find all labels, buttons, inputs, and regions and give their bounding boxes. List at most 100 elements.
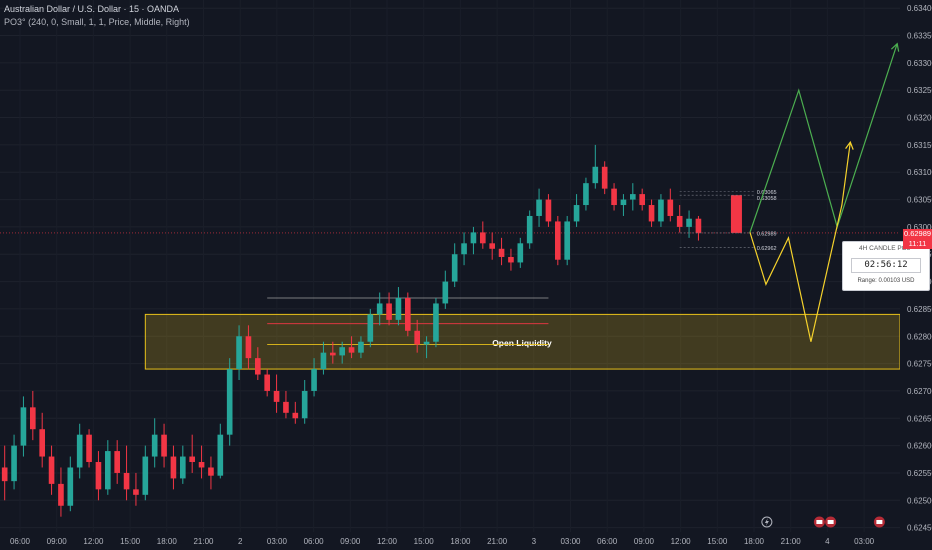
candle-body: [189, 456, 195, 463]
candle-body: [592, 166, 599, 184]
candle-body: [564, 221, 570, 260]
candle-body: [658, 199, 664, 222]
candle-body: [226, 369, 233, 435]
time-tick-label: 21:00: [781, 537, 802, 546]
time-tick-label: 12:00: [671, 537, 692, 546]
green-projection-path: [749, 43, 898, 233]
po3-level-label: 0.63065: [757, 190, 777, 196]
candle-body: [123, 472, 130, 490]
candle-body: [236, 336, 242, 370]
candle-body: [1, 467, 8, 482]
candle-body: [676, 215, 683, 227]
time-tick-label: 18:00: [450, 537, 471, 546]
candle-body: [348, 347, 355, 353]
candle-countdown: 11:11: [908, 239, 927, 248]
candle-body: [283, 401, 289, 413]
candle-body: [105, 451, 111, 490]
candle-body: [601, 166, 608, 189]
candle-body: [330, 352, 336, 356]
candle-body: [405, 297, 411, 331]
candle-body: [151, 434, 158, 457]
projection-paths[interactable]: [749, 42, 900, 342]
candle-body: [423, 341, 430, 345]
time-tick-label: 15:00: [120, 537, 141, 546]
flag-icon[interactable]: [825, 516, 837, 528]
panel-timer: 02:56:12: [851, 258, 921, 273]
time-tick-label: 15:00: [414, 537, 435, 546]
time-axis[interactable]: 06:00 09:00 12:00 15:00 18:00 21:00 2 03:00 06:0…: [0, 532, 932, 550]
time-tick-label: 09:00: [340, 537, 361, 546]
time-tick-label: 03:00: [267, 537, 288, 546]
candle-body: [630, 194, 636, 200]
candle-body: [30, 407, 36, 430]
flag-icon-flag: [827, 520, 834, 524]
time-tick-label: 18:00: [157, 537, 178, 546]
flag-icon-flag: [816, 520, 823, 524]
candle-body: [414, 330, 420, 345]
candle-body: [11, 445, 17, 482]
candle-body: [292, 412, 299, 419]
candle-body: [170, 456, 177, 479]
candle-body: [461, 243, 467, 255]
candle-body: [208, 467, 214, 476]
po3-info-panel[interactable]: 4H CANDLE PO3° 02:56:12 Range: 0.00103 U…: [842, 241, 930, 291]
candle-body: [545, 199, 552, 222]
time-tick-label: 21:00: [193, 537, 214, 546]
candle-body: [367, 314, 374, 342]
flag-icon-flag: [876, 520, 883, 524]
grid-lines: [0, 7, 900, 529]
candle-body: [161, 434, 167, 457]
time-tick-label: 12:00: [83, 537, 104, 546]
candle-body: [376, 303, 383, 315]
candle-body: [395, 297, 402, 320]
candle-body: [20, 407, 27, 446]
candle-body: [433, 303, 439, 342]
candle-body: [686, 218, 692, 227]
lightning-icon[interactable]: [761, 516, 773, 528]
candle-body: [76, 434, 83, 468]
candle-body: [489, 243, 495, 249]
candle-body: [39, 429, 45, 457]
time-tick-label: 12:00: [377, 537, 398, 546]
event-markers[interactable]: [761, 516, 885, 528]
yellow-projection-path-arrowhead: [845, 140, 854, 150]
time-tick-label: 09:00: [634, 537, 655, 546]
candle-body: [95, 462, 102, 490]
time-tick-label: 21:00: [487, 537, 508, 546]
candle-body: [639, 194, 645, 206]
time-tick-label: 2: [238, 537, 243, 546]
flag-icon[interactable]: [873, 516, 885, 528]
candle-body: [573, 205, 580, 222]
candle-body: [198, 462, 205, 468]
time-tick-label: 06:00: [10, 537, 31, 546]
zone-label: Open Liquidity: [492, 338, 552, 348]
time-tick-label: 15:00: [707, 537, 728, 546]
lightning-icon-bolt: [764, 518, 769, 526]
candle-body: [386, 303, 392, 320]
candle-body: [451, 254, 458, 282]
candles[interactable]: [1, 144, 702, 517]
indicator-legend[interactable]: PO3° (240, 0, Small, 1, 1, Price, Middle…: [4, 17, 190, 27]
candle-body: [339, 347, 345, 356]
green-projection-path-arrowhead: [890, 42, 900, 52]
candle-body: [48, 456, 55, 484]
candle-body: [320, 352, 327, 370]
candle-body: [133, 489, 139, 495]
flag-icon[interactable]: [813, 516, 825, 528]
